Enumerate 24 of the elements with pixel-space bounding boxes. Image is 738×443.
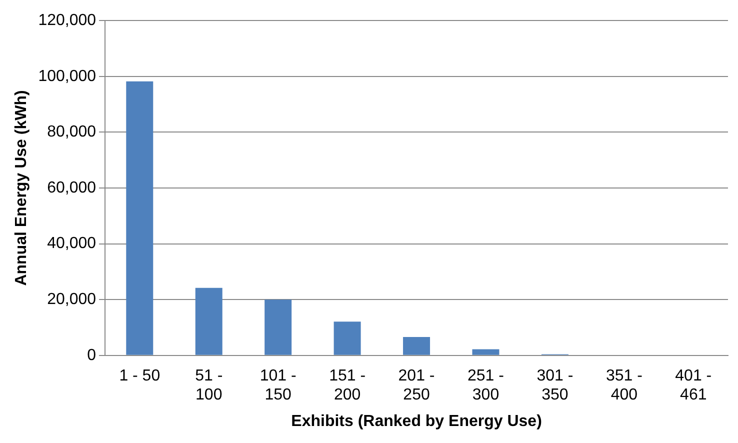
y-tick-label: 120,000 [38, 12, 96, 30]
x-tick-label: 301 - 350 [536, 367, 574, 404]
bar [472, 349, 500, 355]
x-tick-label: 401 - 461 [675, 367, 712, 404]
bar [264, 300, 292, 355]
y-tick-label: 60,000 [47, 179, 96, 196]
y-axis-title: Annual Energy Use (kWh) [13, 90, 30, 286]
bar [126, 81, 154, 355]
x-tick-label: 151 - 200 [329, 367, 366, 404]
x-tick-label: 251 - 300 [468, 367, 504, 404]
y-tick-label: 80,000 [47, 124, 96, 141]
bar [195, 288, 222, 355]
bar [334, 322, 361, 355]
y-tick-label: 0 [87, 346, 96, 364]
y-tick-label: 40,000 [47, 235, 96, 252]
bar [403, 336, 430, 355]
x-tick-label: 1 - 50 [119, 367, 160, 384]
x-tick-label: 101 - 150 [260, 367, 296, 404]
x-tick-label: 351 - 400 [606, 367, 642, 404]
y-tick-label: 100,000 [38, 68, 96, 85]
y-tick-label: 20,000 [47, 291, 96, 308]
x-axis-title: Exhibits (Ranked by Energy Use) [291, 412, 542, 430]
x-tick-label: 201 - 250 [398, 367, 435, 404]
x-tick-label: 51 - 100 [195, 367, 223, 404]
